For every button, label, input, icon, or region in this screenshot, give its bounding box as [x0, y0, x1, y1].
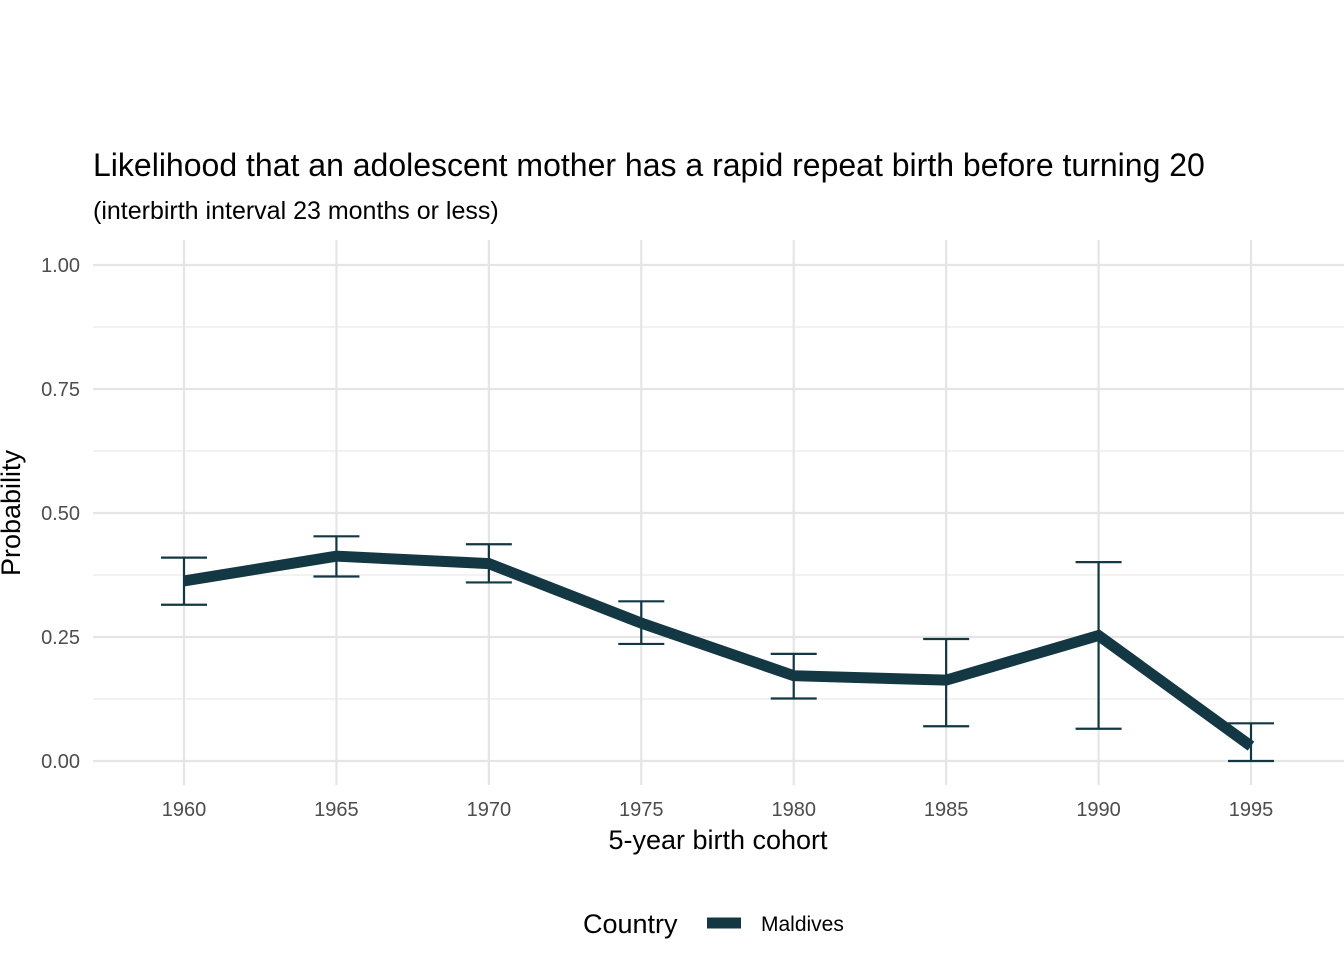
data-point [792, 674, 796, 678]
y-axis-title: Probability [0, 449, 26, 576]
series-line-maldives [183, 550, 1255, 751]
x-axis: 1960 1965 1970 1975 1980 1985 1990 1995 [162, 799, 1274, 821]
x-tick-label: 1970 [467, 799, 512, 821]
legend-label-maldives: Maldives [761, 913, 844, 936]
series-group [161, 535, 1274, 763]
x-tick-label: 1985 [924, 799, 969, 821]
y-tick-label: 0.50 [41, 503, 80, 525]
data-point [334, 554, 338, 558]
y-axis: 0.00 0.25 0.50 0.75 1.00 [41, 255, 80, 773]
data-point [1249, 744, 1253, 748]
legend-title: Country [583, 909, 678, 939]
data-point [182, 579, 186, 583]
x-tick-label: 1980 [771, 799, 816, 821]
chart-subtitle: (interbirth interval 23 months or less) [93, 197, 499, 225]
x-tick-label: 1990 [1076, 799, 1121, 821]
chart-title: Likelihood that an adolescent mother has… [93, 147, 1205, 183]
x-tick-label: 1960 [162, 799, 207, 821]
y-tick-label: 0.75 [41, 379, 80, 401]
x-tick-label: 1975 [619, 799, 664, 821]
error-bar [161, 556, 207, 606]
data-point [487, 562, 491, 566]
x-tick-label: 1965 [314, 799, 359, 821]
data-point [639, 621, 643, 625]
error-bar [1075, 561, 1122, 730]
data-point [944, 678, 948, 682]
legend: Country Maldives [583, 909, 844, 939]
y-tick-label: 0.00 [41, 751, 80, 773]
y-tick-label: 1.00 [41, 255, 80, 277]
x-tick-label: 1995 [1229, 799, 1274, 821]
y-tick-label: 0.25 [41, 627, 80, 649]
data-point [1097, 634, 1101, 638]
grid [93, 240, 1344, 785]
x-axis-title: 5-year birth cohort [608, 825, 828, 855]
